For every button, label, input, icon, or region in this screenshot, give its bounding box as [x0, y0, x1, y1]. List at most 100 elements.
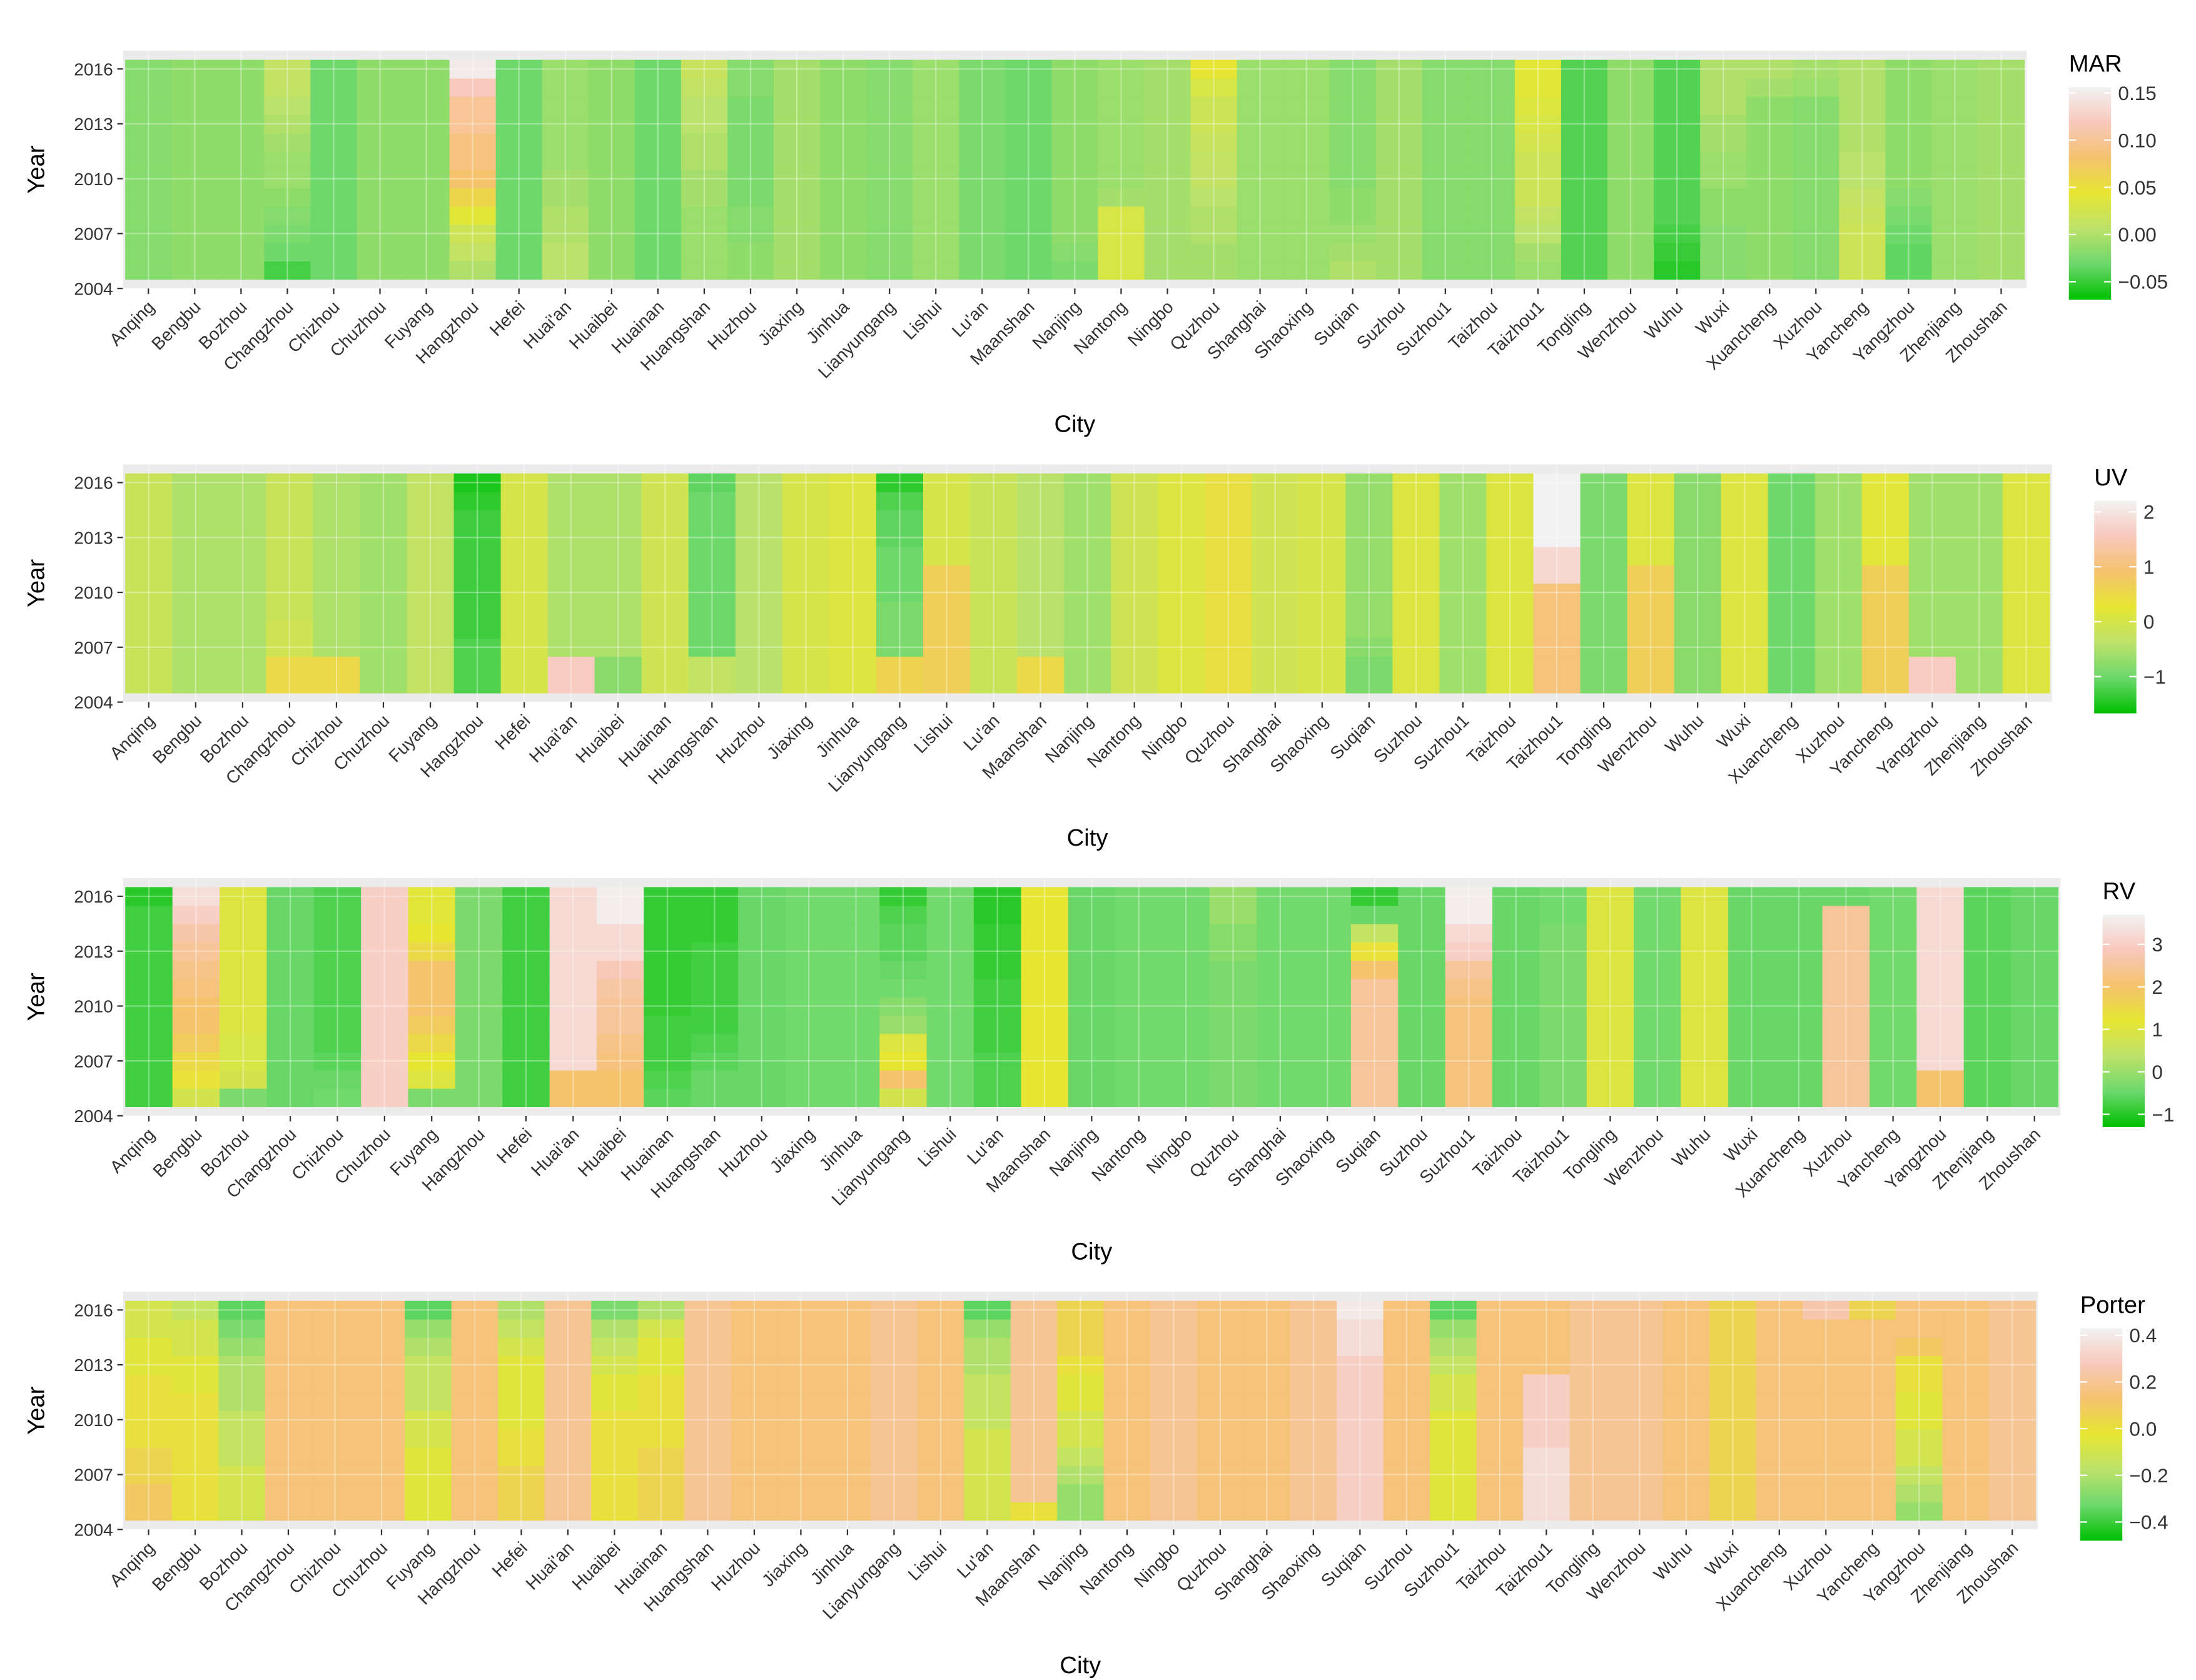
- heat-cell: [407, 510, 455, 529]
- heat-cell: [959, 114, 1006, 134]
- heat-cell: [1398, 960, 1446, 979]
- heat-cell: [220, 978, 268, 998]
- heat-cell: [1064, 528, 1111, 547]
- heat-cell: [455, 1088, 503, 1107]
- x-axis-title: City: [1060, 1652, 1101, 1679]
- legend-tick-label: 2: [2152, 976, 2163, 998]
- heat-cell: [266, 619, 314, 639]
- heat-cell: [641, 638, 689, 657]
- heat-cell: [691, 978, 739, 998]
- heat-cell: [360, 546, 408, 565]
- heat-cell: [641, 492, 689, 511]
- heat-cell: [360, 638, 408, 657]
- heat-cell: [264, 206, 311, 225]
- heat-cell: [820, 243, 867, 261]
- heat-cell: [1051, 261, 1099, 280]
- heat-cell: [926, 1051, 974, 1071]
- heat-cell: [1144, 133, 1192, 152]
- heat-cell: [455, 942, 503, 961]
- heat-cell: [1654, 188, 1701, 207]
- heat-cell: [218, 224, 265, 243]
- heat-cell: [641, 656, 689, 676]
- heat-cell: [782, 601, 830, 620]
- x-tick-label: Huzhou: [704, 297, 760, 353]
- heat-cell: [594, 492, 642, 511]
- heat-cell: [1329, 59, 1377, 79]
- heat-cell: [973, 923, 1021, 943]
- heat-cell: [1017, 473, 1065, 492]
- heat-cell: [1793, 224, 1839, 243]
- heat-cell: [2002, 528, 2050, 547]
- heat-cell: [500, 565, 549, 584]
- heat-cell: [926, 887, 974, 906]
- heat-cell: [171, 206, 219, 225]
- heat-cell: [1350, 942, 1399, 961]
- heat-cell: [449, 170, 497, 188]
- heat-cell: [597, 942, 645, 961]
- heat-cell: [172, 565, 220, 584]
- heat-cell: [1978, 114, 2025, 134]
- heat-cell: [220, 1033, 268, 1053]
- heat-cell: [310, 78, 358, 97]
- heat-cell: [634, 151, 682, 170]
- heat-cell: [879, 1033, 928, 1053]
- legend-tick-label: 0.00: [2118, 223, 2156, 246]
- heat-cell: [455, 887, 503, 906]
- heat-cell: [549, 978, 597, 998]
- heat-cell: [1375, 261, 1423, 280]
- heat-cell: [310, 114, 358, 134]
- heat-cell: [455, 978, 503, 998]
- heat-cell: [549, 942, 597, 961]
- heat-cell: [923, 601, 971, 620]
- heat-cell: [219, 601, 267, 620]
- heat-cell: [1064, 638, 1111, 657]
- heat-cell: [913, 59, 959, 79]
- heat-cell: [171, 224, 219, 243]
- heat-cell: [1607, 59, 1654, 79]
- heat-cell: [1115, 978, 1163, 998]
- heat-cell: [1793, 188, 1839, 207]
- heat-cell: [688, 601, 736, 620]
- heat-cell: [1237, 151, 1284, 170]
- heat-cell: [641, 510, 689, 529]
- heat-cell: [738, 1088, 786, 1107]
- heat-cell: [1144, 151, 1192, 170]
- heat-cell: [681, 243, 728, 261]
- heat-cell: [1674, 565, 1722, 584]
- heat-cell: [266, 1015, 315, 1034]
- heat-cell: [594, 510, 642, 529]
- heat-cell: [913, 78, 959, 97]
- heat-cell: [310, 59, 358, 79]
- heat-cell: [641, 619, 689, 639]
- heat-cell: [1861, 601, 1910, 620]
- heat-cell: [171, 170, 219, 188]
- heat-cell: [407, 638, 455, 657]
- heat-cell: [500, 528, 549, 547]
- heat-cell: [644, 996, 692, 1016]
- heat-cell: [125, 528, 173, 547]
- heat-cell: [1345, 565, 1394, 584]
- heat-cell: [310, 151, 358, 170]
- y-tick-label: 2004: [74, 1106, 113, 1126]
- heat-cell: [644, 978, 692, 998]
- heat-cell: [2002, 546, 2050, 565]
- heat-cell: [644, 905, 692, 924]
- heat-cell: [820, 114, 867, 134]
- heat-cell: [1283, 96, 1330, 116]
- heat-cell: [266, 638, 314, 657]
- heat-cell: [542, 243, 589, 261]
- heat-cell: [774, 151, 821, 170]
- heat-cell: [1392, 473, 1440, 492]
- heat-cell: [820, 224, 867, 243]
- heat-cell: [1561, 96, 1608, 116]
- heat-cell: [549, 996, 597, 1016]
- heat-cell: [1908, 656, 1956, 676]
- heat-cell: [502, 887, 550, 906]
- heat-cell: [2002, 601, 2050, 620]
- heat-cell: [641, 674, 689, 694]
- heat-cell: [1654, 59, 1701, 79]
- heat-cell: [1205, 528, 1252, 547]
- heat-cell: [172, 1051, 220, 1071]
- heat-cell: [1674, 674, 1722, 694]
- heat-cell: [1017, 528, 1065, 547]
